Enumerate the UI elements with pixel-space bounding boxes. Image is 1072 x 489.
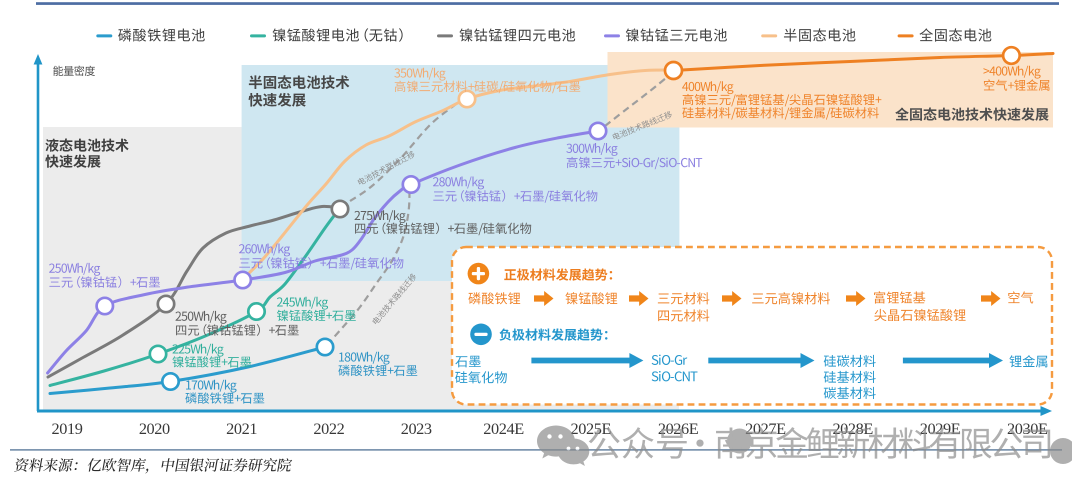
svg-text:2023: 2023 <box>401 419 432 438</box>
svg-text:2025E: 2025E <box>571 419 612 438</box>
svg-text:2021: 2021 <box>226 419 257 438</box>
svg-text:2026E: 2026E <box>658 419 699 438</box>
svg-text:2030E: 2030E <box>1007 419 1048 438</box>
svg-text:2028E: 2028E <box>832 419 873 438</box>
svg-text:2024E: 2024E <box>483 419 524 438</box>
svg-text:2027E: 2027E <box>745 419 786 438</box>
svg-text:2022: 2022 <box>313 419 344 438</box>
svg-text:2019: 2019 <box>52 419 83 438</box>
svg-text:2020: 2020 <box>139 419 170 438</box>
